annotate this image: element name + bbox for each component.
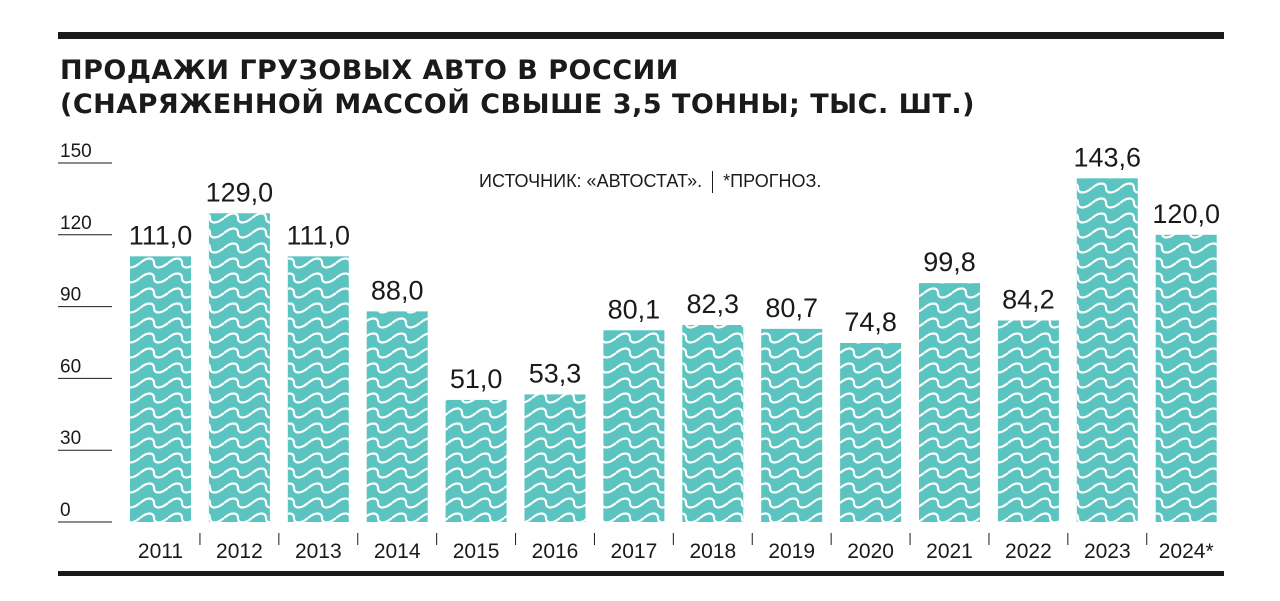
top-rule — [58, 32, 1224, 39]
value-labels-layer: 111,0 129,0 111,0 88,0 51,0 53,3 80,1 82,3 80,7 7… — [129, 142, 1220, 394]
x-axis-category-labels: 2011 2012 2013 2014 2015 2016 2017 2018 2019 2020… — [138, 533, 1214, 563]
category-label-2016: 2016 — [532, 540, 579, 563]
source-text: ИСТОЧНИК: «АВТОСТАТ». — [479, 171, 703, 191]
bar-2021 — [919, 283, 980, 522]
value-label-2015: 51,0 — [450, 364, 503, 394]
bars-layer — [130, 178, 1217, 523]
bar-2023 — [1076, 178, 1138, 523]
value-label-2011: 111,0 — [129, 220, 193, 250]
category-label-2017: 2017 — [611, 540, 658, 563]
category-label-2019: 2019 — [768, 540, 815, 563]
bar-wave-pattern-2017 — [603, 330, 665, 522]
bar-2019 — [761, 328, 823, 522]
bar-wave-pattern-2016 — [524, 394, 586, 522]
value-label-2014: 88,0 — [371, 275, 424, 305]
value-label-2017: 80,1 — [608, 294, 661, 324]
y-tick-label-30: 30 — [60, 428, 81, 449]
category-label-2013: 2013 — [295, 540, 342, 563]
y-tick-label-90: 90 — [60, 285, 81, 306]
bar-wave-pattern-2024* — [1155, 234, 1217, 523]
category-label-2012: 2012 — [216, 540, 263, 563]
bar-wave-pattern-2021 — [919, 283, 980, 522]
bar-2014 — [366, 311, 428, 522]
category-label-2024*: 2024* — [1159, 540, 1214, 563]
y-tick-label-0: 0 — [60, 500, 71, 521]
source-note: ИСТОЧНИК: «АВТОСТАТ». *ПРОГНОЗ. — [479, 171, 822, 194]
source-separator — [712, 171, 714, 194]
bar-2016 — [524, 394, 586, 522]
category-label-2022: 2022 — [1005, 540, 1052, 563]
bar-wave-pattern-2013 — [287, 256, 349, 522]
bar-2015 — [445, 399, 507, 522]
bar-wave-pattern-2015 — [445, 399, 507, 522]
bar-wave-pattern-2012 — [208, 213, 270, 522]
bar-2011 — [130, 256, 191, 522]
bar-wave-pattern-2019 — [761, 328, 823, 522]
category-label-2020: 2020 — [847, 540, 894, 563]
chart-title-line-2: (СНАРЯЖЕННОЙ МАССОЙ СВЫШЕ 3,5 ТОННЫ; ТЫС… — [60, 89, 975, 120]
value-label-2016: 53,3 — [529, 358, 582, 388]
bar-2024* — [1155, 234, 1217, 523]
bar-2013 — [287, 256, 349, 522]
category-label-2014: 2014 — [374, 540, 421, 563]
bar-wave-pattern-2011 — [130, 256, 191, 522]
value-label-2024*: 120,0 — [1152, 199, 1220, 229]
chart-title-line-1: ПРОДАЖИ ГРУЗОВЫХ АВТО В РОССИИ — [60, 55, 679, 86]
bar-2012 — [208, 213, 270, 522]
bar-2018 — [682, 325, 744, 522]
y-tick-label-120: 120 — [60, 213, 92, 234]
value-label-2018: 82,3 — [687, 289, 740, 319]
bottom-rule — [58, 571, 1224, 576]
value-label-2023: 143,6 — [1074, 142, 1142, 172]
value-label-2021: 99,8 — [923, 247, 976, 277]
value-label-2020: 74,8 — [844, 307, 897, 337]
forecast-note: *ПРОГНОЗ. — [723, 171, 822, 191]
value-label-2019: 80,7 — [765, 293, 818, 323]
chart-title: ПРОДАЖИ ГРУЗОВЫХ АВТО В РОССИИ (СНАРЯЖЕН… — [60, 54, 975, 122]
value-label-2012: 129,0 — [206, 177, 274, 207]
bar-wave-pattern-2023 — [1076, 178, 1138, 523]
y-tick-label-60: 60 — [60, 356, 81, 377]
grid-layer — [58, 162, 112, 523]
y-axis-tick-labels: 0 30 60 90 120 150 — [60, 141, 92, 521]
bar-wave-pattern-2018 — [682, 325, 744, 522]
y-tick-label-150: 150 — [60, 141, 92, 162]
bar-wave-pattern-2014 — [366, 311, 428, 522]
bar-2017 — [603, 330, 665, 522]
bar-2022 — [997, 320, 1059, 522]
bar-wave-pattern-2022 — [997, 320, 1059, 522]
category-label-2021: 2021 — [926, 540, 973, 563]
category-label-2023: 2023 — [1084, 540, 1131, 563]
value-label-2013: 111,0 — [287, 220, 351, 250]
bar-wave-pattern-2020 — [840, 342, 902, 522]
value-label-2022: 84,2 — [1002, 284, 1055, 314]
category-label-2015: 2015 — [453, 540, 500, 563]
category-label-2011: 2011 — [138, 540, 183, 563]
bar-2020 — [840, 342, 902, 522]
category-label-2018: 2018 — [689, 540, 736, 563]
